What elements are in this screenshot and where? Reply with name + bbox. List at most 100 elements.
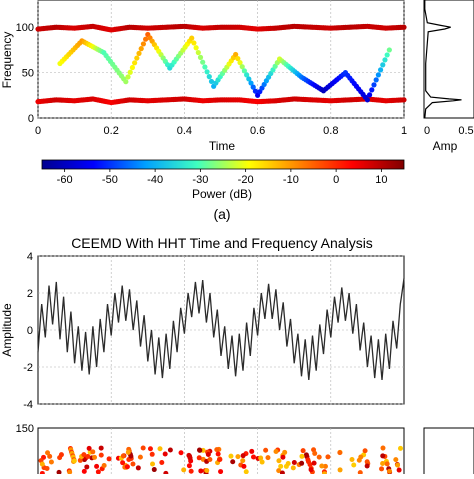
bottom-time-frequency-point bbox=[379, 466, 385, 472]
bottom-time-frequency-point bbox=[198, 468, 204, 474]
amp-tick-label: 0.5 bbox=[458, 125, 473, 137]
time-tick-label: 1 bbox=[401, 125, 407, 137]
bottom-time-frequency-point bbox=[196, 455, 202, 461]
bottom-time-frequency-point bbox=[291, 460, 297, 466]
bottom-time-frequency-point bbox=[77, 457, 83, 463]
time-frequency-point bbox=[208, 78, 215, 85]
colorbar-tick-label: -10 bbox=[283, 174, 299, 186]
time-frequency-y-ticks: 0 50 100 bbox=[16, 22, 34, 125]
time-frequency-point bbox=[202, 64, 208, 70]
bottom-time-frequency-point bbox=[351, 462, 357, 468]
bottom-time-frequency-point bbox=[349, 456, 355, 462]
bottom-time-frequency-point bbox=[178, 450, 184, 456]
time-frequency-point bbox=[380, 62, 386, 68]
bottom-time-frequency-point bbox=[92, 454, 98, 460]
bottom-time-frequency-point bbox=[120, 460, 126, 466]
bottom-time-frequency-point bbox=[196, 447, 202, 453]
amplitude-y-ticks: 4 2 0 -2 -4 bbox=[23, 251, 33, 411]
bottom-time-frequency-point bbox=[282, 449, 288, 455]
bottom-time-frequency-point bbox=[85, 453, 91, 459]
time-frequency-point bbox=[384, 52, 390, 58]
bottom-time-frequency-point bbox=[98, 452, 104, 458]
bottom-time-frequency-point bbox=[241, 463, 247, 469]
bottom-marginal-plot-area bbox=[423, 427, 474, 479]
bottom-time-frequency-point bbox=[181, 467, 187, 473]
bottom-time-frequency-point bbox=[259, 459, 265, 465]
time-frequency-panel: 0 0.2 0.4 0.6 0.8 1 0 50 100 Time Frequency bbox=[0, 0, 407, 153]
bottom-time-frequency-point bbox=[95, 469, 101, 475]
time-frequency-point bbox=[140, 41, 147, 47]
bottom-time-frequency-point bbox=[94, 463, 100, 469]
time-tick-label: 0.8 bbox=[323, 125, 338, 137]
amplitude-signal-panel: 4 2 0 -2 -4 Amplitude bbox=[0, 251, 405, 411]
time-frequency-marks bbox=[35, 23, 407, 106]
colorbar-tick-label: -40 bbox=[147, 174, 163, 186]
bottom-time-frequency-point bbox=[396, 467, 402, 473]
bottom-time-frequency-point bbox=[300, 448, 306, 454]
time-frequency-point bbox=[369, 87, 375, 93]
frequency-tick-label: 50 bbox=[22, 68, 34, 80]
bottom-time-frequency-point bbox=[58, 452, 64, 458]
time-frequency-point bbox=[239, 64, 245, 70]
colorbar-tick-label: 0 bbox=[333, 174, 339, 186]
marginal-amplitude-x-ticks: 0 0.5 bbox=[424, 125, 474, 137]
time-frequency-point bbox=[143, 36, 149, 42]
bottom-time-frequency-point bbox=[186, 463, 192, 469]
marginal-amplitude-panel: 0 0.5 Amp bbox=[423, 0, 474, 153]
bottom-time-frequency-point bbox=[285, 460, 291, 466]
bottom-time-frequency-point bbox=[167, 447, 173, 453]
time-frequency-point bbox=[377, 67, 384, 73]
time-frequency-point bbox=[134, 55, 140, 61]
bottom-time-frequency-point bbox=[395, 462, 401, 468]
time-tick-label: 0.4 bbox=[177, 125, 192, 137]
bottom-time-frequency-point bbox=[387, 468, 393, 474]
time-tick-label: 0.6 bbox=[250, 125, 265, 137]
time-frequency-point bbox=[244, 72, 250, 78]
bottom-time-frequency-point bbox=[101, 463, 107, 469]
frequency-tick-label: 100 bbox=[16, 22, 34, 34]
time-frequency-point bbox=[197, 54, 204, 60]
time-frequency-point bbox=[123, 79, 129, 85]
bottom-time-frequency-point bbox=[204, 468, 210, 474]
bottom-time-frequency-point bbox=[276, 468, 282, 474]
bottom-time-frequency-point bbox=[250, 454, 256, 460]
time-axis-label: Time bbox=[209, 139, 236, 153]
bottom-marks bbox=[38, 445, 403, 477]
marginal-amplitude-plot-area bbox=[423, 0, 474, 119]
bottom-time-frequency-point bbox=[362, 448, 368, 454]
colorbar-tick-label: 10 bbox=[375, 174, 387, 186]
time-frequency-point bbox=[250, 84, 256, 90]
bottom-time-frequency-point bbox=[98, 445, 104, 451]
bottom-time-frequency-point bbox=[86, 445, 92, 451]
bottom-time-frequency-point bbox=[159, 459, 165, 465]
time-frequency-point bbox=[241, 68, 248, 74]
bottom-time-frequency-point bbox=[273, 449, 279, 455]
bottom-time-frequency-point bbox=[81, 452, 87, 458]
bottom-time-frequency-point bbox=[393, 457, 399, 463]
bottom-time-frequency-point bbox=[128, 453, 134, 459]
bottom-time-frequency-point bbox=[207, 456, 213, 462]
bottom-time-frequency-point bbox=[380, 460, 386, 466]
bottom-time-frequency-point bbox=[316, 454, 322, 460]
frequency-tick-label: 0 bbox=[28, 113, 34, 125]
bottom-time-frequency-point bbox=[397, 445, 403, 451]
bottom-time-frequency-point bbox=[147, 446, 153, 452]
bottom-time-frequency-point bbox=[311, 460, 317, 466]
bottom-time-frequency-point bbox=[188, 468, 194, 474]
section-title: CEEMD With HHT Time and Frequency Analys… bbox=[71, 235, 373, 251]
panel-caption: (a) bbox=[213, 206, 230, 222]
amplitude-tick-label: -4 bbox=[23, 399, 33, 411]
bottom-time-frequency-point bbox=[258, 455, 264, 461]
bottom-time-frequency-point bbox=[337, 467, 343, 473]
bottom-time-frequency-point bbox=[299, 460, 305, 466]
colorbar-gradient bbox=[41, 159, 405, 170]
bottom-time-frequency-point bbox=[240, 458, 246, 464]
bottom-time-frequency-point bbox=[235, 454, 241, 460]
bottom-time-frequency-point bbox=[150, 461, 156, 467]
frequency-axis-label: Frequency bbox=[0, 32, 14, 89]
time-frequency-point bbox=[195, 49, 201, 56]
time-frequency-point bbox=[138, 46, 144, 52]
bottom-time-frequency-point bbox=[130, 461, 136, 467]
